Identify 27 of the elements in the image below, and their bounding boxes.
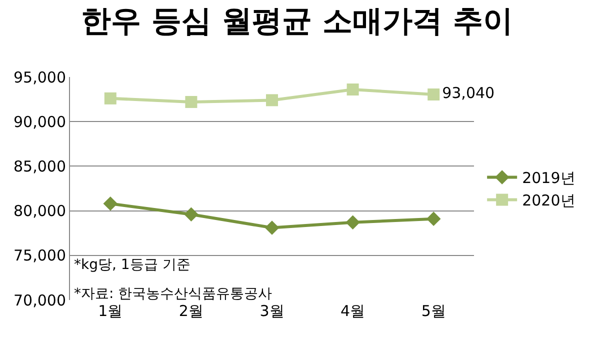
y-tick-label: 85,000 bbox=[14, 157, 66, 176]
point bbox=[103, 196, 118, 211]
point bbox=[426, 212, 441, 226]
x-tick-label: 3월 bbox=[260, 302, 284, 320]
point bbox=[346, 83, 359, 96]
legend-label: 2019년 bbox=[522, 169, 576, 188]
y-tick-label: 75,000 bbox=[14, 246, 66, 265]
point bbox=[185, 96, 198, 108]
x-tick-label: 1월 bbox=[98, 302, 123, 320]
y-tick-label: 70,000 bbox=[14, 291, 66, 310]
data-label: 93,040 bbox=[442, 84, 495, 102]
annotation: *kg당, 1등급 기준 bbox=[74, 257, 190, 273]
x-tick-label: 4월 bbox=[340, 302, 366, 320]
point bbox=[264, 220, 280, 235]
point bbox=[266, 94, 278, 106]
point bbox=[428, 88, 440, 100]
x-tick-label: 2월 bbox=[178, 302, 204, 320]
y-tick-label: 95,000 bbox=[14, 68, 66, 86]
chart-title: 한우 등심 월평균 소매가격 추이 bbox=[81, 4, 513, 40]
y-tick-label: 90,000 bbox=[14, 112, 66, 131]
annotation: *자료: 한국농수산식품유통공사 bbox=[74, 286, 272, 302]
point bbox=[104, 92, 116, 104]
x-tick-label: 5월 bbox=[421, 302, 446, 320]
y-tick-label: 80,000 bbox=[14, 202, 66, 220]
legend-label: 2020년 bbox=[522, 192, 576, 210]
point bbox=[346, 215, 360, 230]
point bbox=[184, 207, 198, 222]
